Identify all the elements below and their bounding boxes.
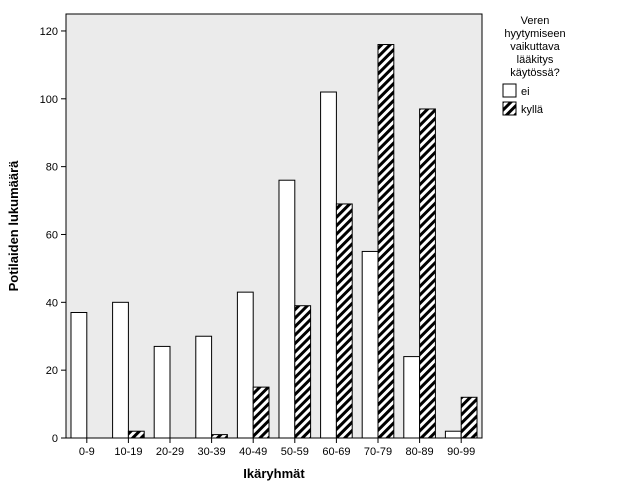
x-tick-label: 20-29	[156, 446, 184, 458]
bar	[212, 435, 228, 438]
legend-title-line: lääkitys	[517, 54, 554, 66]
bar	[196, 336, 212, 438]
x-tick-label: 40-49	[239, 446, 267, 458]
legend-title-line: käytössä?	[510, 67, 560, 79]
bar	[128, 431, 144, 438]
bar	[336, 204, 352, 438]
bar-chart: 0 20 40 60 80 100 120 0-9 10-19 20-29 30-39 40-49 50…	[0, 0, 626, 501]
bar	[154, 346, 170, 438]
legend-title-line: vaikuttava	[510, 41, 560, 53]
bar	[404, 357, 420, 438]
y-tick-label: 40	[46, 297, 58, 309]
legend-title-line: Veren	[521, 15, 550, 27]
legend-item-label: kyllä	[521, 104, 544, 116]
x-tick-label: 90-99	[447, 446, 475, 458]
y-tick-label: 20	[46, 365, 58, 377]
x-tick-label: 70-79	[364, 446, 392, 458]
bar	[113, 302, 129, 438]
bar	[445, 431, 461, 438]
x-tick-label: 80-89	[406, 446, 434, 458]
legend-swatch	[503, 84, 516, 97]
bar	[71, 312, 87, 438]
bar	[378, 45, 394, 438]
x-tick-label: 50-59	[281, 446, 309, 458]
y-tick-label: 60	[46, 229, 58, 241]
bar	[420, 109, 436, 438]
y-axis-label: Potilaiden lukumäärä	[6, 160, 21, 292]
y-tick-label: 80	[46, 162, 58, 174]
bar	[253, 387, 269, 438]
y-tick-label: 100	[40, 94, 58, 106]
bar	[279, 180, 295, 438]
x-axis-label: Ikäryhmät	[243, 466, 305, 481]
x-tick-label: 30-39	[198, 446, 226, 458]
bar	[362, 251, 378, 438]
x-tick-label: 60-69	[322, 446, 350, 458]
bar	[237, 292, 253, 438]
chart-container: 0 20 40 60 80 100 120 0-9 10-19 20-29 30-39 40-49 50…	[0, 0, 626, 501]
y-tick-label: 0	[52, 433, 58, 445]
x-tick-label: 0-9	[79, 446, 95, 458]
y-tick-label: 120	[40, 26, 58, 38]
x-tick-label: 10-19	[114, 446, 142, 458]
legend-swatch	[503, 102, 516, 115]
bar	[321, 92, 337, 438]
legend-item-label: ei	[521, 86, 530, 98]
legend-title-line: hyytymiseen	[504, 28, 565, 40]
bar	[295, 306, 311, 438]
bar	[461, 397, 477, 438]
